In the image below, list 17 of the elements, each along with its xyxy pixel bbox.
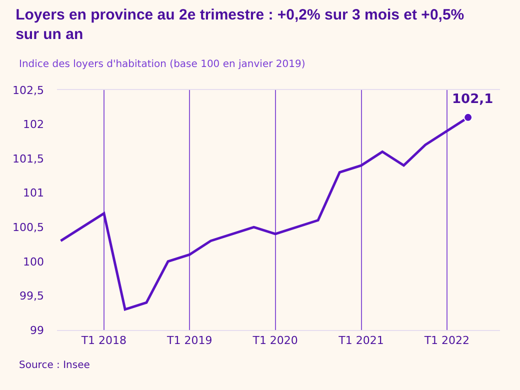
y-tick-label: 100 (23, 255, 44, 268)
x-tick-label: T1 2018 (80, 334, 127, 348)
y-tick-label: 102,5 (12, 84, 44, 97)
y-tick-label: 101 (23, 186, 44, 200)
y-tick-label: 99,5 (20, 290, 44, 303)
x-tick-label: T1 2022 (423, 334, 470, 348)
x-tick-label: T1 2019 (166, 334, 212, 348)
y-tick-label: 102 (23, 118, 44, 132)
x-tick-label: T1 2021 (338, 334, 384, 348)
y-tick-label: 101,5 (12, 152, 44, 166)
y-tick-label: 99 (30, 324, 44, 337)
annotation: 102,1 (452, 92, 494, 107)
source-note: Source : Insee (19, 360, 90, 371)
y-tick-label: 100,5 (12, 220, 44, 234)
x-tick-label: T1 2020 (252, 334, 298, 348)
chart-title: Loyers en province au 2e trimestre : +0,2% sur 3 mois et +0,5% sur un an (16, 6, 464, 43)
chart-subtitle: Indice des loyers d'habitation (base 100 en janvier 2019) (19, 59, 306, 70)
